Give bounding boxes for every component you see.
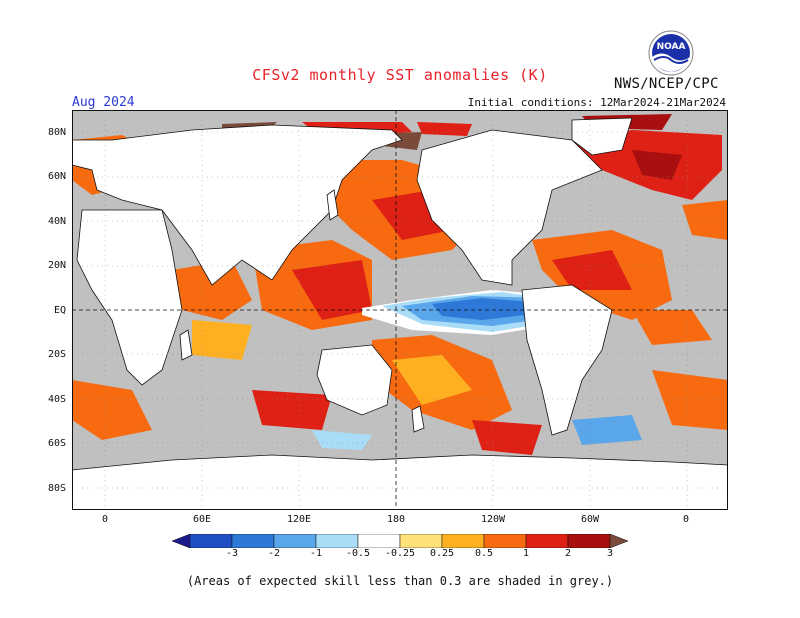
sst-anomaly-map	[72, 110, 728, 510]
lat-label-20n: 20N	[47, 260, 66, 271]
land-masses	[72, 117, 728, 510]
colorbar-tick-label: -3	[225, 548, 239, 559]
graticule	[72, 110, 728, 510]
colorbar-tick-label: 3	[606, 548, 614, 559]
lon-label-120e: 120E	[286, 514, 312, 525]
colorbar-tick-label: -1	[309, 548, 323, 559]
colorbar	[172, 534, 628, 548]
colorbar-upper-extend	[609, 534, 628, 548]
colorbar-tick-label: 2	[564, 548, 572, 559]
colorbar-tick-label: 1	[522, 548, 530, 559]
lat-label-60n: 60N	[47, 171, 66, 182]
colorbar-bin	[441, 534, 485, 548]
colorbar-bin	[315, 534, 359, 548]
colorbar-tick-label: -2	[267, 548, 281, 559]
lat-label-eq: EQ	[53, 305, 66, 316]
lon-label-0-west: 0	[101, 514, 109, 525]
colorbar-tick-label: -0.25	[384, 548, 416, 559]
colorbar-lower-extend	[172, 534, 191, 548]
colorbar-bin	[483, 534, 527, 548]
lon-label-60e: 60E	[192, 514, 212, 525]
colorbar-bin	[189, 534, 233, 548]
colorbar-bin	[273, 534, 317, 548]
lon-label-0-east: 0	[682, 514, 690, 525]
lon-label-180: 180	[386, 514, 406, 525]
lat-label-80n: 80N	[47, 127, 66, 138]
lon-label-60w: 60W	[580, 514, 600, 525]
colorbar-bin	[525, 534, 569, 548]
map-frame	[72, 110, 728, 510]
lat-label-60s: 60S	[47, 438, 66, 449]
colorbar-tick-label: -0.5	[345, 548, 371, 559]
lat-label-40s: 40S	[47, 394, 66, 405]
skill-note: (Areas of expected skill less than 0.3 a…	[186, 574, 614, 588]
lat-label-40n: 40N	[47, 216, 66, 227]
colorbar-bin	[399, 534, 443, 548]
lat-label-80s: 80S	[47, 483, 66, 494]
lon-label-120w: 120W	[480, 514, 506, 525]
map-title: CFSv2 monthly SST anomalies (K)	[252, 66, 548, 84]
colorbar-tick-label: 0.5	[474, 548, 494, 559]
lat-label-20s: 20S	[47, 349, 66, 360]
forecast-month: Aug 2024	[72, 95, 135, 110]
logo-text: NOAA	[657, 42, 686, 52]
colorbar-tick-label: 0.25	[429, 548, 455, 559]
colorbar-bin	[231, 534, 275, 548]
noaa-logo: NOAA	[648, 30, 694, 76]
colorbar-bin	[357, 534, 401, 548]
initial-conditions: Initial conditions: 12Mar2024-21Mar2024	[467, 96, 726, 109]
colorbar-bin	[567, 534, 611, 548]
agency-label: NWS/NCEP/CPC	[614, 76, 719, 92]
